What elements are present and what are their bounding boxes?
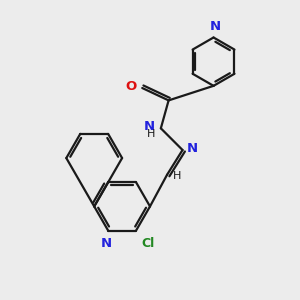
Text: O: O	[125, 80, 137, 93]
Text: N: N	[187, 142, 198, 155]
Text: N: N	[101, 237, 112, 250]
Text: N: N	[209, 20, 221, 33]
Text: N: N	[144, 120, 155, 133]
Text: Cl: Cl	[142, 237, 155, 250]
Text: H: H	[147, 129, 155, 139]
Text: H: H	[173, 171, 182, 181]
